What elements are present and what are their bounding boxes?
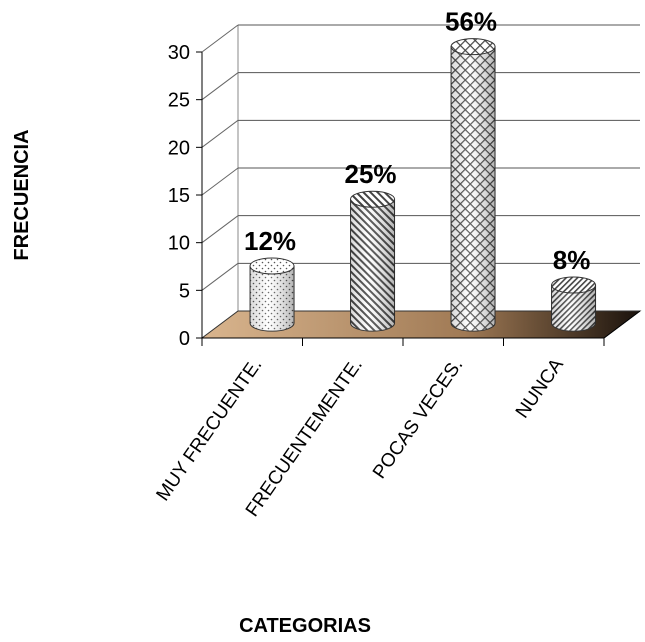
bar-top: [551, 276, 597, 294]
gridline-side: [201, 262, 239, 291]
y-tick-label: 20: [168, 137, 190, 159]
gridline-side: [201, 215, 239, 244]
gridline-side: [201, 167, 239, 196]
category-label: NUNCA: [512, 355, 568, 423]
category-label: POCAS VECES.: [369, 355, 467, 483]
data-label: 8%: [553, 245, 591, 275]
category-labels: MUY FRECUENTE.FRECUENTEMENTE. POCAS VECES…: [152, 355, 568, 521]
y-tick-label: 25: [168, 90, 190, 112]
gridlines: [201, 24, 640, 311]
y-axis: 0 5 10 15 20 25 30: [168, 42, 203, 350]
y-tick-label: 0: [179, 328, 190, 350]
bar: [450, 38, 496, 332]
bar-top: [350, 190, 396, 208]
gridline-side: [201, 119, 239, 148]
category-label: FRECUENTEMENTE.: [242, 355, 367, 521]
data-label: 25%: [345, 159, 397, 189]
y-tick-label: 30: [168, 42, 190, 64]
bars: [249, 38, 597, 332]
bar: [350, 190, 396, 332]
data-label: 12%: [244, 226, 296, 256]
bar-shading: [551, 285, 596, 332]
bar-shading: [451, 46, 496, 332]
bar: [551, 276, 597, 332]
y-tick-label: 5: [179, 280, 190, 302]
x-axis-title: CATEGORIAS: [239, 615, 371, 637]
category-label: MUY FRECUENTE.: [152, 355, 266, 505]
bar-top: [249, 257, 295, 275]
data-labels: 12% 25% 56% 8%: [244, 7, 590, 275]
bar-shading: [250, 265, 295, 332]
y-tick-label: 10: [168, 233, 190, 255]
gridline-side: [201, 72, 239, 101]
data-label: 56%: [445, 7, 497, 37]
y-axis-title: FRECUENCIA: [11, 129, 33, 260]
floor-edge: [603, 310, 641, 339]
chart-floor: [200, 310, 642, 346]
bar-top: [450, 38, 496, 56]
gridline-side: [201, 24, 239, 53]
y-tick-label: 15: [168, 185, 190, 207]
bar: [249, 257, 295, 332]
bar-shading: [350, 199, 395, 332]
